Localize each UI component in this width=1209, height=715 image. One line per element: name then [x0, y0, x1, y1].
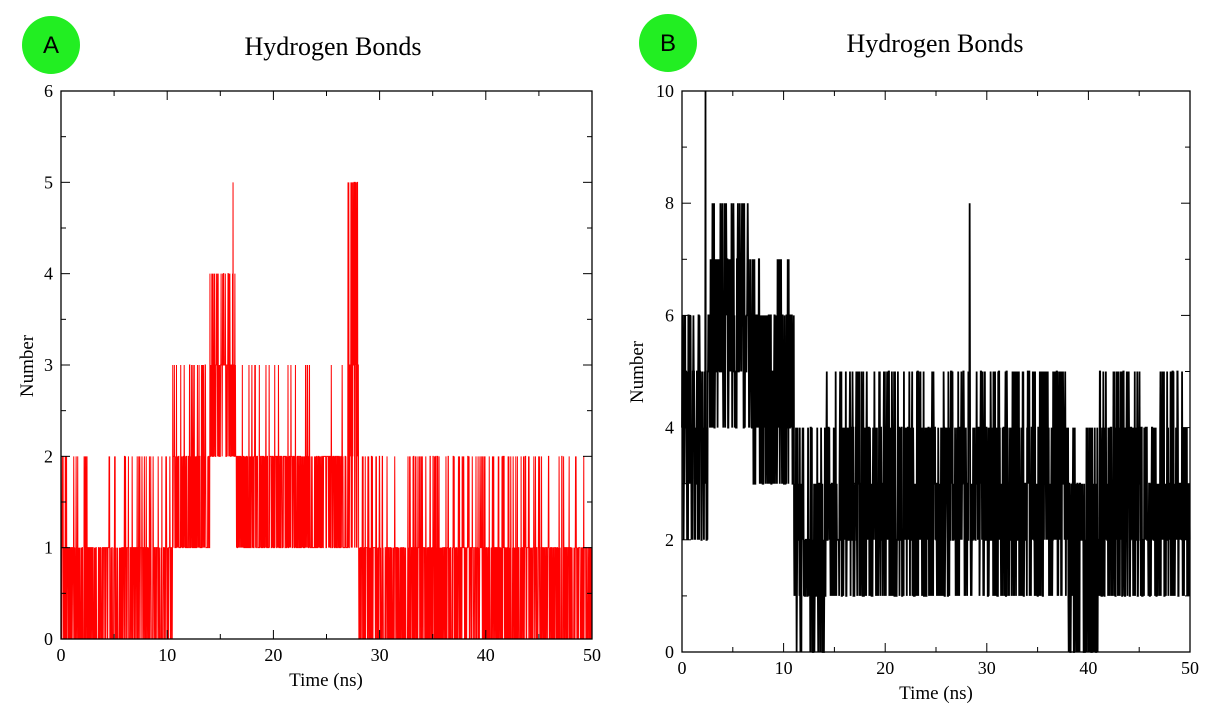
- panel-a-plot-area: 0 10 20 30 40 50 0 1 2 3 4 5 6: [44, 81, 601, 665]
- panel-b-x-tick-label: 10: [775, 658, 793, 678]
- panel-a-x-axis-label: Time (ns): [289, 670, 363, 691]
- panel-a-x-tick-label: 10: [158, 645, 176, 665]
- panel-a-y-tick-label: 4: [44, 264, 53, 284]
- panel-b-plot-area: 0 10 20 30 40 50 0 2 4 6 8 10: [656, 81, 1199, 678]
- panel-b-y-tick-label: 4: [665, 418, 674, 438]
- panel-a-badge-letter: A: [43, 32, 59, 59]
- panel-a-x-tick-label: 30: [371, 645, 389, 665]
- panel-a-x-tick-label: 0: [57, 645, 66, 665]
- panel-b-y-tick-label: 0: [665, 642, 674, 662]
- panel-a-series-line: [60, 181, 593, 640]
- panel-a-x-tick-label: 50: [583, 645, 601, 665]
- panel-a: A Hydrogen Bonds 0 10 20 30 40 50 0 1 2 3 4 5 6 Time…: [17, 16, 601, 691]
- panel-a-y-tick-label: 3: [44, 355, 53, 375]
- panel-b-y-tick-label: 2: [665, 530, 674, 550]
- panel-a-y-tick-label: 1: [44, 538, 53, 558]
- panel-b-y-tick-label: 10: [656, 81, 674, 101]
- panel-a-x-tick-label: 20: [264, 645, 282, 665]
- panel-b-y-tick-label: 8: [665, 193, 674, 213]
- panel-b-badge-letter: B: [660, 30, 676, 57]
- panel-a-y-tick-label: 6: [44, 81, 53, 101]
- panel-b-title: Hydrogen Bonds: [847, 29, 1024, 58]
- panel-b-x-axis-label: Time (ns): [899, 683, 973, 704]
- panel-a-y-axis-label: Number: [17, 334, 38, 397]
- panel-a-title: Hydrogen Bonds: [245, 32, 422, 61]
- panel-a-y-tick-label: 5: [44, 172, 53, 192]
- panel-b-x-tick-label: 30: [978, 658, 996, 678]
- panel-b-series-line: [681, 90, 1191, 653]
- panel-b-x-tick-label: 20: [876, 658, 894, 678]
- panel-a-x-tick-label: 40: [477, 645, 495, 665]
- panel-b-x-tick-label: 0: [678, 658, 687, 678]
- panel-b-x-tick-label: 50: [1181, 658, 1199, 678]
- panel-a-badge: [22, 16, 80, 74]
- panel-b-y-tick-label: 6: [665, 305, 674, 325]
- panel-b-badge: [639, 14, 697, 72]
- panel-b-y-axis-label: Number: [627, 340, 648, 403]
- panel-a-y-tick-label: 0: [44, 629, 53, 649]
- panel-a-y-tick-label: 2: [44, 446, 53, 466]
- panel-b: B Hydrogen Bonds 0 10 20 30 40 50 0 2 4 6 8 10 Time…: [627, 14, 1199, 704]
- panel-b-x-tick-label: 40: [1079, 658, 1097, 678]
